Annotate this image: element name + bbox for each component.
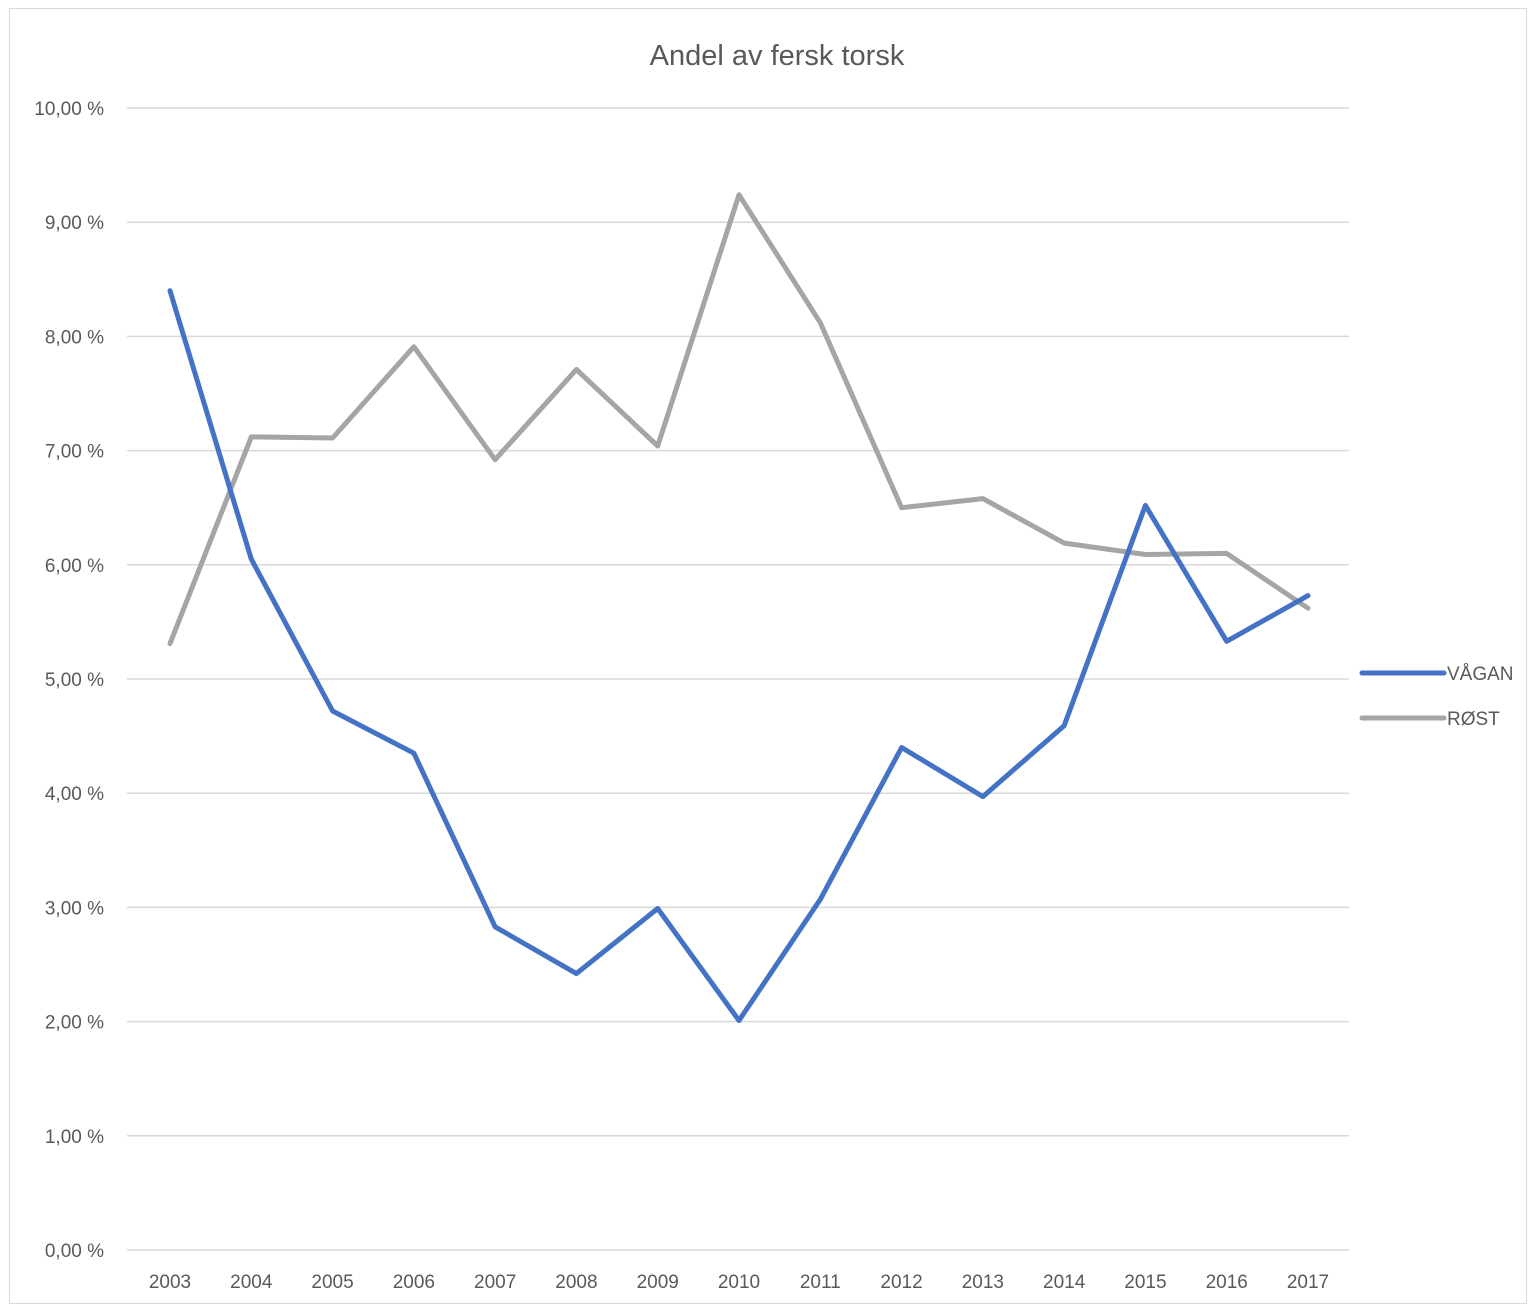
- x-tick-label: 2016: [1206, 1272, 1248, 1293]
- x-tick-label: 2013: [962, 1272, 1004, 1293]
- series-line-r-st: [167, 192, 1311, 647]
- chart-title: Andel av fersk torsk: [650, 40, 905, 72]
- x-tick-label: 2010: [718, 1272, 760, 1293]
- y-tick-label: 6,00 %: [45, 556, 104, 577]
- legend: VÅGAN RØST: [1359, 664, 1514, 730]
- chart-frame: [9, 8, 1527, 1304]
- y-tick-label: 2,00 %: [45, 1013, 104, 1034]
- y-tick-label: 4,00 %: [45, 784, 104, 805]
- legend-label: RØST: [1447, 709, 1500, 730]
- x-tick-label: 2006: [393, 1272, 435, 1293]
- gridlines: [127, 107, 1349, 1251]
- x-tick-label: 2012: [880, 1272, 922, 1293]
- y-tick-label: 1,00 %: [45, 1127, 104, 1148]
- series-line-v-gan: [167, 288, 1311, 1023]
- x-tick-label: 2015: [1124, 1272, 1166, 1293]
- y-tick-label: 5,00 %: [45, 670, 104, 691]
- x-tick-label: 2003: [149, 1272, 191, 1293]
- legend-label: VÅGAN: [1447, 664, 1514, 685]
- x-tick-label: 2008: [555, 1272, 597, 1293]
- y-tick-label: 8,00 %: [45, 327, 104, 348]
- y-tick-label: 3,00 %: [45, 898, 104, 919]
- x-tick-label: 2017: [1287, 1272, 1329, 1293]
- y-tick-label: 0,00 %: [45, 1241, 104, 1262]
- x-tick-label: 2007: [474, 1272, 516, 1293]
- x-axis-ticks: 2003 2004 2005 2006 2007 2008 2009 2010 2011 2012…: [149, 1272, 1329, 1293]
- x-tick-label: 2004: [230, 1272, 273, 1293]
- series-lines: [167, 192, 1311, 1023]
- x-tick-label: 2009: [637, 1272, 679, 1293]
- y-axis-ticks: 0,00 % 1,00 % 2,00 % 3,00 % 4,00 % 5,00 % 6,00…: [34, 99, 104, 1262]
- y-tick-label: 7,00 %: [45, 442, 104, 463]
- x-tick-label: 2014: [1043, 1272, 1086, 1293]
- x-tick-label: 2011: [800, 1272, 841, 1293]
- x-tick-label: 2005: [311, 1272, 353, 1293]
- y-tick-label: 9,00 %: [45, 213, 104, 234]
- y-tick-label: 10,00 %: [34, 99, 104, 120]
